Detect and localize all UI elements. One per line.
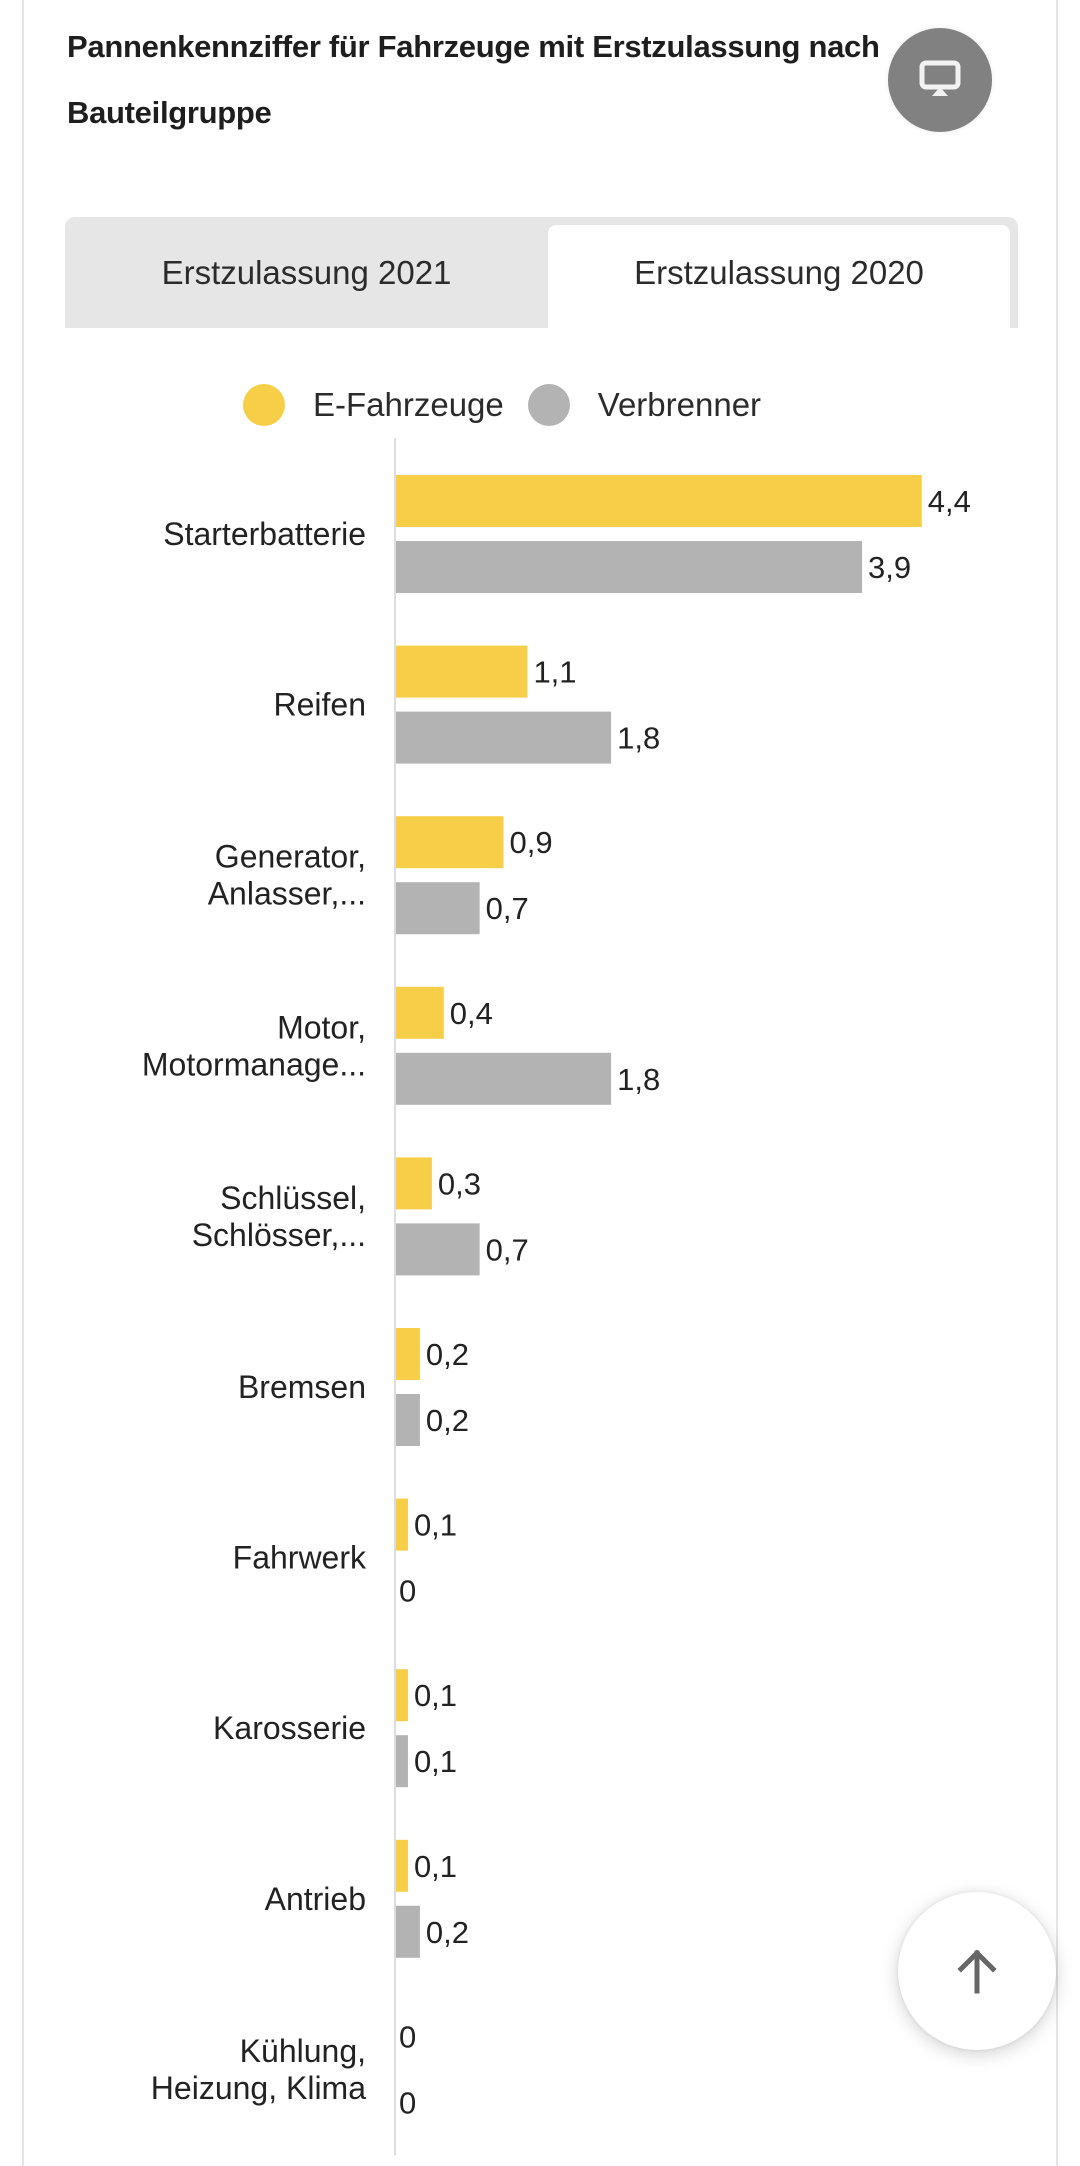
bar-e-fahrzeuge-motor-motormanage[interactable] — [396, 986, 444, 1039]
bar-e-fahrzeuge-bremsen[interactable] — [396, 1328, 420, 1380]
value-label-e-fahrzeuge-reifen: 1,1 — [533, 655, 576, 690]
bar-verbrenner-karosserie[interactable] — [396, 1735, 408, 1788]
legend-label-e-fahrzeuge: E-Fahrzeuge — [313, 386, 504, 423]
chart-title: Pannenkennziffer für Fahrzeuge mit Erstz… — [67, 29, 880, 130]
value-label-e-fahrzeuge-schlussel-schlosser: 0,3 — [438, 1166, 481, 1201]
value-label-e-fahrzeuge-fahrwerk: 0,1 — [414, 1508, 457, 1543]
category-label-line: Starterbatterie — [163, 516, 366, 552]
category-label-line: Schlüssel, — [220, 1180, 366, 1216]
value-label-e-fahrzeuge-kuhlung-heizung-klima: 0 — [399, 2019, 416, 2054]
legend-label-verbrenner: Verbrenner — [597, 386, 762, 423]
bar-verbrenner-starterbatterie[interactable] — [396, 541, 863, 593]
category-label-line: Bremsen — [238, 1369, 366, 1405]
bar-verbrenner-reifen[interactable] — [396, 711, 612, 764]
category-label-starterbatterie: Starterbatterie — [163, 516, 366, 552]
bar-verbrenner-generator-anlasser[interactable] — [396, 882, 480, 935]
value-label-verbrenner-fahrwerk: 0 — [399, 1574, 416, 1609]
value-label-verbrenner-kuhlung-heizung-klima: 0 — [399, 2085, 416, 2120]
value-label-verbrenner-motor-motormanage: 1,8 — [617, 1062, 660, 1097]
category-label-generator-anlasser: Generator, Anlasser,... — [208, 839, 366, 912]
bar-e-fahrzeuge-starterbatterie[interactable] — [396, 475, 922, 527]
tab-erstzulassung-2020[interactable]: Erstzulassung 2020 — [548, 225, 1010, 328]
value-label-verbrenner-karosserie: 0,1 — [414, 1744, 457, 1779]
value-label-verbrenner-antrieb: 0,2 — [426, 1915, 469, 1950]
year-tabs: Erstzulassung 2021 Erstzulassung 2020 — [65, 217, 1018, 328]
legend-dot-e-fahrzeuge — [243, 384, 285, 426]
category-label-line: Generator, — [215, 839, 366, 875]
bar-e-fahrzeuge-schlussel-schlosser[interactable] — [396, 1157, 432, 1210]
bar-e-fahrzeuge-fahrwerk[interactable] — [396, 1498, 408, 1551]
bar-verbrenner-schlussel-schlosser[interactable] — [396, 1223, 480, 1276]
value-label-verbrenner-schlussel-schlosser: 0,7 — [486, 1232, 529, 1267]
legend-item-e-fahrzeuge[interactable]: E-Fahrzeuge — [243, 384, 528, 426]
value-label-e-fahrzeuge-generator-anlasser: 0,9 — [510, 825, 553, 860]
category-label-line: Karosserie — [213, 1710, 366, 1746]
category-label-fahrwerk: Fahrwerk — [233, 1540, 367, 1576]
bar-e-fahrzeuge-karosserie[interactable] — [396, 1669, 408, 1722]
category-label-schlussel-schlosser: Schlüssel, Schlösser,... — [192, 1180, 366, 1253]
arrow-up-icon — [957, 1949, 997, 1994]
value-label-verbrenner-generator-anlasser: 0,7 — [486, 891, 529, 926]
bar-verbrenner-bremsen[interactable] — [396, 1394, 420, 1446]
category-label-line: Kühlung, — [240, 2033, 366, 2069]
category-label-line: Reifen — [274, 687, 367, 723]
bar-e-fahrzeuge-antrieb[interactable] — [396, 1839, 408, 1892]
category-label-kuhlung-heizung-klima: Kühlung, Heizung, Klima — [151, 2033, 366, 2106]
bar-e-fahrzeuge-reifen[interactable] — [396, 645, 528, 698]
value-label-e-fahrzeuge-bremsen: 0,2 — [426, 1337, 469, 1372]
value-label-e-fahrzeuge-antrieb: 0,1 — [414, 1849, 457, 1884]
category-label-line: Anlasser,... — [208, 876, 366, 912]
monitor-icon — [919, 60, 961, 96]
value-label-verbrenner-starterbatterie: 3,9 — [868, 550, 911, 585]
category-label-line: Schlösser,... — [192, 1217, 366, 1253]
legend-item-verbrenner[interactable]: Verbrenner — [527, 384, 785, 426]
bar-verbrenner-motor-motormanage[interactable] — [396, 1052, 612, 1105]
value-label-e-fahrzeuge-motor-motormanage: 0,4 — [450, 996, 493, 1031]
category-label-reifen: Reifen — [274, 687, 367, 723]
category-label-karosserie: Karosserie — [213, 1710, 366, 1746]
value-label-verbrenner-bremsen: 0,2 — [426, 1403, 469, 1438]
value-label-e-fahrzeuge-karosserie: 0,1 — [414, 1678, 457, 1713]
category-label-line: Motormanage... — [142, 1046, 366, 1082]
category-label-bremsen: Bremsen — [238, 1369, 366, 1405]
category-label-line: Fahrwerk — [233, 1540, 367, 1576]
category-label-antrieb: Antrieb — [265, 1881, 366, 1917]
bar-verbrenner-antrieb[interactable] — [396, 1905, 420, 1958]
value-label-e-fahrzeuge-starterbatterie: 4,4 — [928, 484, 971, 519]
category-label-motor-motormanage: Motor, Motormanage... — [142, 1009, 366, 1082]
category-label-line: Heizung, Klima — [151, 2070, 366, 2106]
scroll-to-top-button[interactable] — [898, 1892, 1056, 2050]
value-label-verbrenner-reifen: 1,8 — [617, 721, 660, 756]
presentation-mode-button[interactable] — [888, 28, 992, 132]
legend-dot-verbrenner — [527, 384, 570, 426]
chart-legend: E-Fahrzeuge Verbrenner — [243, 383, 785, 427]
category-label-line: Antrieb — [265, 1881, 366, 1917]
bar-e-fahrzeuge-generator-anlasser[interactable] — [396, 816, 504, 869]
tab-erstzulassung-2021[interactable]: Erstzulassung 2021 — [161, 253, 452, 291]
category-label-line: Motor, — [277, 1009, 366, 1045]
